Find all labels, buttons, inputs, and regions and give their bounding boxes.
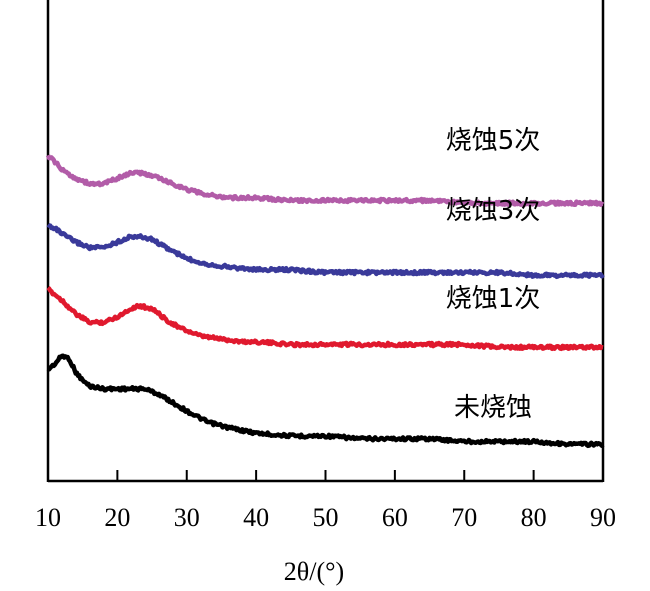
x-tick-label-30: 30 (174, 503, 200, 532)
x-tick-label-40: 40 (243, 503, 269, 532)
series-line-2 (46, 222, 605, 280)
x-tick-label-90: 90 (590, 503, 616, 532)
series-line-1 (46, 285, 605, 352)
x-tick-label-10: 10 (35, 503, 61, 532)
series-label-3: 烧蚀5次 (446, 126, 541, 156)
x-axis-title: 2θ/(°) (284, 557, 344, 586)
series-labels: 未烧蚀 烧蚀1次 烧蚀3次 烧蚀5次 (446, 126, 541, 423)
series-line-0 (46, 353, 605, 449)
series-lines (45, 154, 605, 449)
series-label-0: 未烧蚀 (454, 393, 532, 423)
series-label-1: 烧蚀1次 (446, 284, 541, 314)
series-line-3 (45, 154, 605, 208)
x-tick-label-20: 20 (104, 503, 130, 532)
x-tick-label-50: 50 (313, 503, 339, 532)
series-label-2: 烧蚀3次 (446, 196, 541, 226)
x-tick-label-70: 70 (451, 503, 477, 532)
x-tick-labels: 10 20 30 40 50 60 70 80 90 (35, 503, 616, 532)
x-tick-label-80: 80 (521, 503, 547, 532)
x-ticks (47, 470, 604, 481)
x-tick-label-60: 60 (382, 503, 408, 532)
